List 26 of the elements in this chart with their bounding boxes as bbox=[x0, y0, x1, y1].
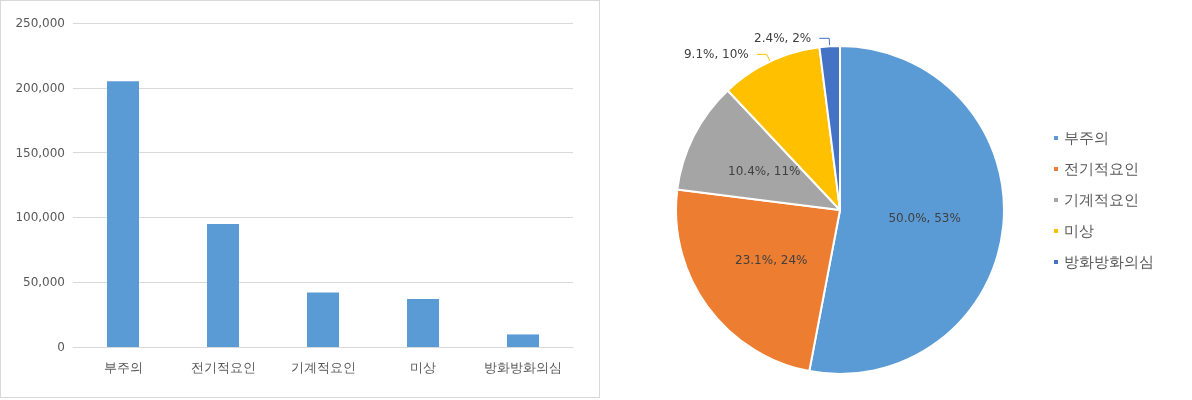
y-tick-label: 100,000 bbox=[15, 210, 65, 225]
data-label: 23.1%, 24% bbox=[735, 252, 808, 267]
bar bbox=[407, 299, 439, 347]
x-tick-label: 미상 bbox=[410, 360, 436, 375]
legend-label: 방화방화의심 bbox=[1064, 253, 1154, 271]
legend-label: 전기적요인 bbox=[1064, 160, 1139, 178]
bar bbox=[307, 292, 339, 347]
x-tick-label: 방화방화의심 bbox=[484, 360, 562, 375]
legend-label: 부주의 bbox=[1064, 129, 1109, 147]
data-label: 10.4%, 11% bbox=[728, 164, 801, 179]
legend-label: 미상 bbox=[1064, 222, 1094, 240]
bar bbox=[107, 81, 139, 347]
legend-label: 기계적요인 bbox=[1064, 191, 1139, 209]
data-label: 2.4%, 2% bbox=[754, 31, 812, 46]
data-label: 9.1%, 10% bbox=[683, 47, 749, 62]
x-tick-label: 부주의 bbox=[103, 360, 143, 375]
bar bbox=[207, 223, 239, 347]
x-tick-label: 전기적요인 bbox=[190, 360, 256, 375]
y-tick-label: 200,000 bbox=[15, 80, 65, 95]
bar bbox=[507, 334, 539, 347]
y-tick-label: 250,000 bbox=[15, 16, 65, 30]
y-tick-label: 50,000 bbox=[23, 275, 65, 290]
data-label: 50.0%, 53% bbox=[888, 211, 961, 225]
y-tick-label: 150,000 bbox=[15, 145, 65, 160]
y-tick-label: 0 bbox=[57, 340, 65, 354]
x-tick-label: 기계적요인 bbox=[290, 360, 356, 375]
